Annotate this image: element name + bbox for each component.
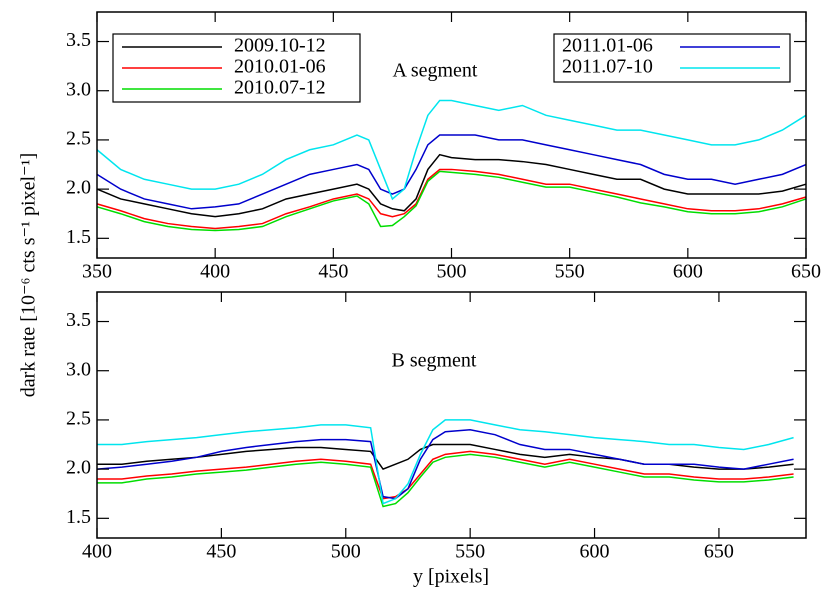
- legend-label: 2010.01-06: [234, 56, 326, 78]
- x-tick-label: 350: [82, 261, 112, 283]
- annotation: B segment: [392, 350, 477, 372]
- data-line: [96, 170, 807, 232]
- y-tick-label: 3.0: [66, 358, 91, 380]
- y-tick-label: 2.5: [66, 128, 91, 150]
- y-tick-label: 3.5: [66, 309, 91, 331]
- legend-label: 2009.10-12: [234, 35, 326, 57]
- y-tick-label: 1.5: [66, 226, 91, 248]
- x-tick-label: 550: [555, 261, 585, 283]
- x-tick-label: 650: [791, 261, 821, 283]
- y-tick-label: 2.0: [66, 457, 91, 479]
- x-tick-label: 550: [455, 541, 485, 563]
- x-tick-label: 400: [200, 261, 230, 283]
- data-line: [96, 429, 794, 500]
- x-tick-label: 450: [318, 261, 348, 283]
- x-tick-label: 600: [580, 541, 610, 563]
- legend-label: 2011.07-10: [562, 56, 653, 78]
- x-tick-label: 500: [331, 541, 361, 563]
- data-line: [96, 134, 807, 210]
- x-tick-label: 600: [673, 261, 703, 283]
- y-tick-label: 2.0: [66, 177, 91, 199]
- x-axis-label: y [pixels]: [413, 566, 489, 588]
- legend-label: 2011.01-06: [562, 35, 653, 57]
- y-axis-label: dark rate [10⁻⁶ cts s⁻¹ pixel⁻¹]: [18, 153, 40, 397]
- legend-label: 2010.07-12: [234, 77, 326, 99]
- data-line: [97, 450, 794, 500]
- data-line: [96, 99, 807, 201]
- data-line: [96, 153, 807, 218]
- legend-box: [553, 33, 791, 83]
- x-tick-label: 450: [206, 541, 236, 563]
- data-line: [97, 453, 794, 508]
- data-line: [96, 168, 807, 230]
- y-tick-label: 3.5: [66, 29, 91, 51]
- y-tick-label: 3.0: [66, 78, 91, 100]
- x-tick-label: 400: [82, 541, 112, 563]
- x-tick-label: 650: [704, 541, 734, 563]
- annotation: A segment: [393, 60, 478, 82]
- y-tick-label: 2.5: [66, 408, 91, 430]
- legend-box: [112, 33, 361, 103]
- y-tick-label: 1.5: [66, 506, 91, 528]
- data-line: [97, 419, 794, 505]
- plot-frame: [96, 291, 807, 539]
- x-tick-label: 500: [437, 261, 467, 283]
